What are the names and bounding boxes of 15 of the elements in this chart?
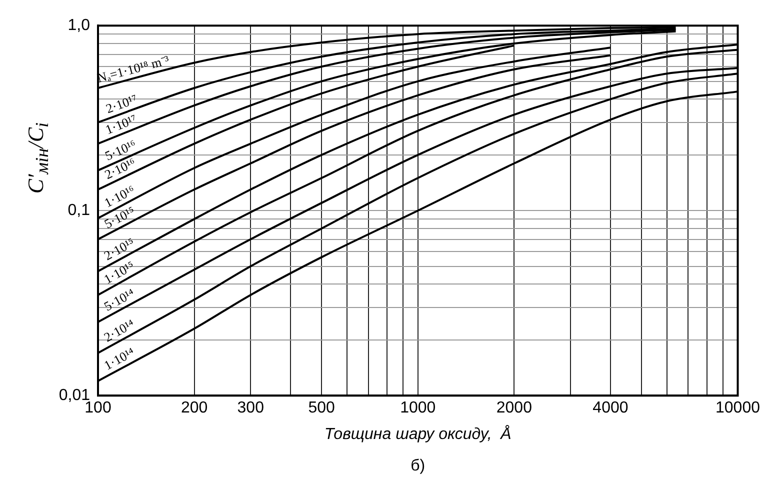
y-tick-label: 1,0 — [68, 17, 90, 34]
x-tick-label: 1000 — [400, 400, 436, 417]
x-tick-label: 200 — [180, 400, 208, 417]
x-axis-title: Товщина шару оксиду, Å — [324, 424, 512, 443]
x-tick-label: 300 — [237, 400, 264, 417]
x-tick-label: 10000 — [716, 400, 760, 417]
text: б) — [410, 457, 426, 474]
text: 5·10¹⁴ — [101, 285, 138, 314]
x-tick-label: 2000 — [496, 400, 532, 417]
text: 1·10¹⁴ — [101, 344, 138, 373]
x-tick-label: 100 — [84, 400, 112, 417]
x-tick-label: 500 — [308, 400, 336, 417]
y-tick-label: 0,1 — [68, 202, 90, 220]
text: Nₐ=1·10¹⁸ m⁻³ — [96, 52, 171, 86]
x-tick-label: 4000 — [592, 400, 628, 417]
